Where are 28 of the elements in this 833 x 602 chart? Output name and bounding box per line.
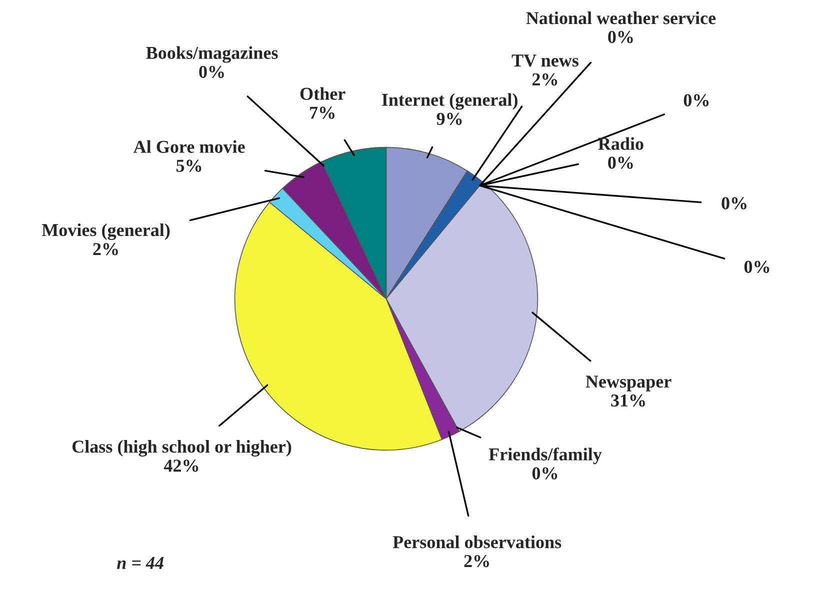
slice-label: Movies (general) — [42, 223, 170, 240]
data-label: 9% — [436, 112, 462, 126]
text: 0% — [608, 30, 633, 44]
text: 0% — [199, 66, 224, 78]
slice-label: Personal observations — [392, 536, 562, 548]
data-label: 7% — [310, 106, 334, 119]
data-label: 2% — [464, 554, 489, 568]
category-label: Radio — [598, 137, 644, 150]
slice-label: Newspaper — [586, 376, 672, 392]
text: 0% — [532, 467, 558, 480]
text: n = 44 — [116, 557, 164, 569]
text: 0% — [744, 260, 770, 274]
text: 0% — [722, 197, 746, 210]
category-label: Friends/family — [488, 448, 602, 464]
data-label: 2% — [532, 73, 558, 86]
slice-label: Al Gore movie — [134, 140, 245, 153]
slice-label: TV news — [512, 54, 578, 67]
slice-label: Other — [300, 87, 346, 100]
category-label: Books/magazines — [146, 46, 278, 63]
data-label: 31% — [611, 394, 645, 407]
text: 0% — [684, 94, 709, 106]
data-label: 42% — [164, 460, 198, 472]
slice-label: Internet (general) — [382, 93, 518, 110]
text: 0% — [608, 156, 633, 169]
data-label: 2% — [93, 243, 118, 256]
category-label: National weather service — [526, 12, 716, 24]
data-label: 5% — [176, 160, 202, 172]
slice-label: Class (high school or higher) — [72, 440, 292, 457]
